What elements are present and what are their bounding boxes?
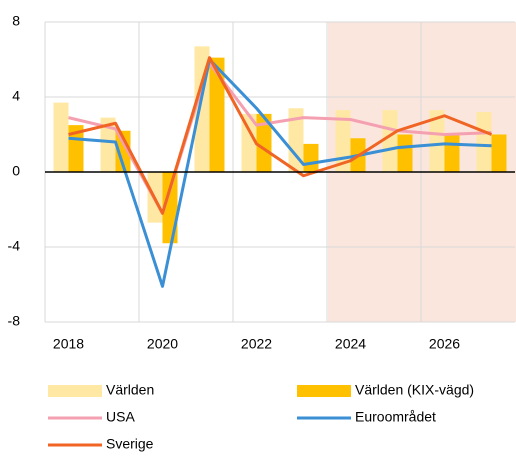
x-tick-label: 2020 bbox=[147, 336, 178, 352]
bar bbox=[397, 134, 413, 172]
x-tick-label: 2026 bbox=[429, 336, 460, 352]
bar bbox=[68, 125, 84, 172]
bar bbox=[382, 110, 398, 172]
bar bbox=[444, 134, 460, 172]
bar bbox=[476, 112, 492, 172]
bar bbox=[256, 113, 272, 172]
bar bbox=[209, 57, 225, 172]
y-tick-label: 8 bbox=[12, 13, 20, 29]
bar bbox=[53, 102, 69, 172]
legend-swatch bbox=[48, 385, 102, 397]
bar bbox=[491, 134, 507, 172]
bar bbox=[429, 110, 445, 172]
x-tick-label: 2024 bbox=[335, 336, 366, 352]
line-series bbox=[68, 58, 492, 288]
legend-swatch bbox=[297, 385, 351, 397]
bar bbox=[303, 143, 319, 172]
line-series bbox=[68, 56, 493, 215]
legend-label: Världen bbox=[106, 382, 154, 398]
y-tick-label: 4 bbox=[12, 88, 20, 104]
bar bbox=[100, 117, 116, 172]
x-tick-label: 2018 bbox=[53, 336, 84, 352]
y-tick-label: -8 bbox=[8, 313, 21, 329]
legend-label: Euroområdet bbox=[355, 409, 436, 425]
bar bbox=[288, 108, 304, 172]
legend-label: USA bbox=[106, 409, 135, 425]
y-tick-label: -4 bbox=[8, 238, 21, 254]
x-tick-label: 2022 bbox=[241, 336, 272, 352]
bar bbox=[241, 113, 257, 172]
bar bbox=[115, 130, 131, 172]
y-tick-label: 0 bbox=[12, 163, 20, 179]
legend-label: Sverige bbox=[106, 436, 154, 452]
legend-label: Världen (KIX-vägd) bbox=[355, 382, 474, 398]
